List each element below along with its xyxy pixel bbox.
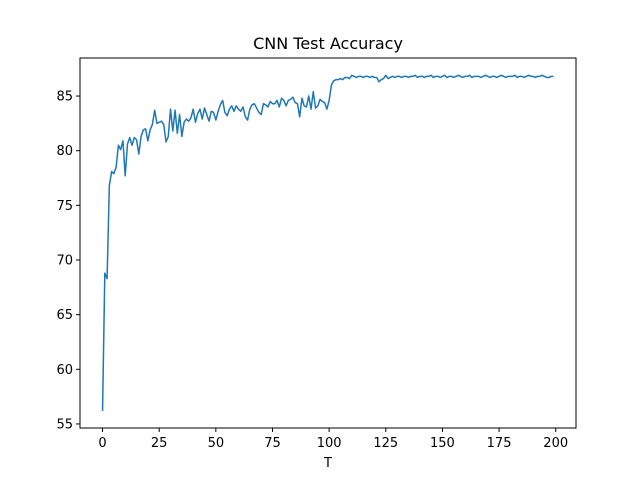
x-tick-label: 25	[151, 436, 168, 451]
y-tick-label: 85	[56, 90, 73, 105]
y-tick-label: 80	[56, 144, 73, 159]
y-tick-label: 75	[56, 199, 73, 214]
x-tick-label: 125	[373, 436, 398, 451]
x-tick-label: 0	[98, 436, 106, 451]
y-tick-label: 70	[56, 253, 73, 268]
y-tick-label: 60	[56, 363, 73, 378]
x-tick-label: 200	[543, 436, 568, 451]
x-tick-label: 150	[430, 436, 455, 451]
y-tick-label: 65	[56, 308, 73, 323]
x-axis-label: T	[323, 456, 332, 471]
x-tick-label: 175	[487, 436, 512, 451]
chart-title: CNN Test Accuracy	[253, 34, 403, 53]
x-tick-label: 100	[317, 436, 342, 451]
y-tick-label: 55	[56, 417, 73, 432]
x-tick-label: 50	[208, 436, 225, 451]
x-tick-label: 75	[264, 436, 281, 451]
